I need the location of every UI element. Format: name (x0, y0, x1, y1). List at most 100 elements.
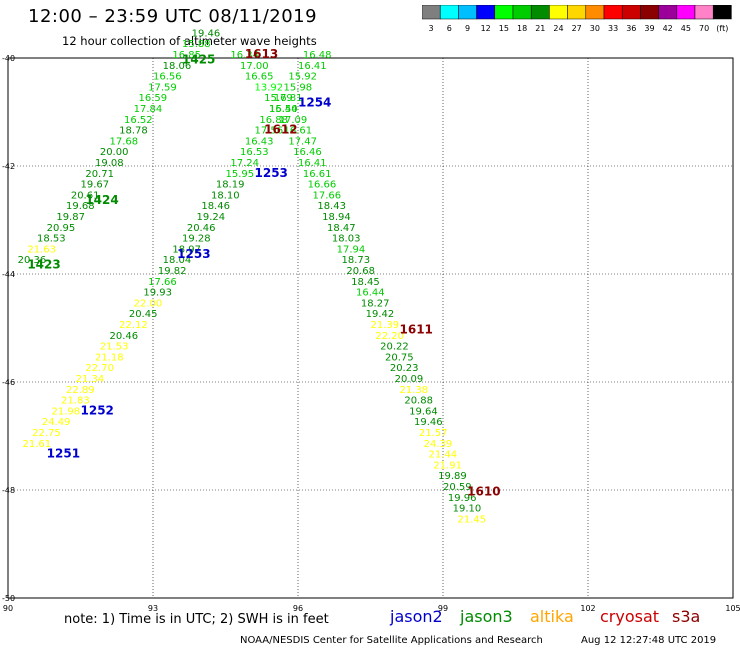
swh-value: 16.66 (308, 180, 337, 191)
swh-value: 21.91 (433, 460, 462, 471)
color-legend-label: 27 (572, 24, 582, 33)
pass-time-label: 1253 (177, 247, 210, 261)
lat-tick-label: -46 (2, 378, 15, 387)
swh-value: 19.68 (66, 201, 95, 212)
swh-value: 18.45 (351, 277, 380, 288)
swh-value: 21.98 (52, 406, 81, 417)
swh-value: 20.68 (346, 266, 375, 277)
legend-s3a: s3a (672, 607, 701, 626)
color-legend-label: 12 (481, 24, 491, 33)
pass-time-label: 1611 (400, 322, 433, 336)
swh-value: 16.61 (303, 169, 332, 180)
swh-value: 20.36 (18, 255, 47, 266)
color-legend-label: 45 (681, 24, 691, 33)
lat-tick-label: -50 (2, 594, 15, 603)
swh-value: 22.20 (375, 331, 404, 342)
swh-value: 21.83 (61, 396, 90, 407)
swh-value: 19.42 (366, 309, 395, 320)
swh-value: 19.96 (448, 493, 477, 504)
swh-value: 16.53 (240, 147, 269, 158)
pass-time-label: 1251 (47, 447, 80, 461)
lat-tick-label: -48 (2, 486, 15, 495)
swh-value: 17.68 (110, 136, 139, 147)
swh-value: 19.93 (143, 288, 172, 299)
swh-value: 18.47 (327, 223, 356, 234)
swh-value: 18.73 (342, 255, 371, 266)
swh-value: 20.46 (110, 331, 139, 342)
swh-value: 20.23 (390, 363, 419, 374)
swh-value: 17.56 (255, 126, 284, 137)
swh-value: 21.18 (95, 352, 124, 363)
swh-value: 16.46 (293, 147, 322, 158)
legend-jason3: jason3 (460, 607, 513, 626)
lon-tick-label: 99 (438, 604, 448, 613)
swh-value: 17.24 (230, 158, 259, 169)
swh-value: 21.34 (76, 374, 105, 385)
swh-value: 21.39 (371, 320, 400, 331)
swh-value: 20.00 (100, 147, 129, 158)
color-legend-label: 33 (608, 24, 618, 33)
swh-value: 15.95 (226, 169, 255, 180)
swh-value: 18.06 (163, 61, 192, 72)
swh-value: 18.46 (201, 201, 230, 212)
lat-tick-label: -42 (2, 162, 15, 171)
page-title: 12:00 – 23:59 UTC 08/11/2019 (28, 6, 318, 27)
swh-value: 21.57 (419, 428, 448, 439)
color-legend-label: 3 (429, 24, 434, 33)
swh-value: 22.12 (119, 320, 148, 331)
swh-value: 16.88 (259, 115, 288, 126)
swh-value: 20.22 (380, 342, 409, 353)
swh-value: 16.65 (245, 72, 274, 83)
swh-value: 19.24 (197, 212, 226, 223)
swh-value: 21.53 (100, 342, 129, 353)
swh-value: 19.89 (438, 471, 467, 482)
swh-value: 19.46 (192, 28, 221, 39)
swh-value: 21.45 (458, 514, 487, 525)
pass-time-label: 1424 (85, 193, 118, 207)
swh-value: 24.49 (42, 417, 71, 428)
swh-value: 16.48 (303, 50, 332, 61)
swh-value: 19.82 (158, 266, 187, 277)
swh-value: 21.38 (400, 385, 429, 396)
swh-value: 18.19 (216, 180, 245, 191)
swh-value: 20.46 (187, 223, 216, 234)
swh-value: 16.59 (139, 93, 168, 104)
swh-value: 20.71 (85, 169, 114, 180)
page-subtitle: 12 hour collection of altimeter wave hei… (62, 34, 317, 48)
pass-time-label: 1613 (245, 47, 278, 61)
swh-value: 17.66 (148, 277, 177, 288)
swh-value: 24.39 (424, 439, 453, 450)
swh-value: 20.45 (129, 309, 158, 320)
swh-value: 17.66 (313, 190, 342, 201)
pass-time-label: 1252 (81, 403, 114, 417)
color-legend-label: 36 (626, 24, 636, 33)
footnote: note: 1) Time is in UTC; 2) SWH is in fe… (64, 612, 329, 627)
color-legend-label: 39 (644, 24, 654, 33)
swh-value: 19.64 (409, 406, 438, 417)
swh-value: 22.00 (134, 298, 163, 309)
swh-value: 18.43 (317, 201, 346, 212)
swh-value: 17.94 (337, 244, 366, 255)
swh-value: 19.46 (414, 417, 443, 428)
swh-value: 16.44 (356, 288, 385, 299)
swh-value: 19.10 (453, 504, 482, 515)
color-legend-label: 24 (553, 24, 563, 33)
swh-value: 16.52 (124, 115, 153, 126)
color-legend-label: 42 (663, 24, 673, 33)
swh-value: 22.89 (66, 385, 95, 396)
swh-value: 13.92 (255, 82, 284, 93)
swh-value: 20.09 (395, 374, 424, 385)
swh-value: 19.08 (95, 158, 124, 169)
swh-value: 15.92 (288, 72, 317, 83)
color-legend-label: 18 (517, 24, 527, 33)
lat-tick-label: -44 (2, 270, 15, 279)
legend-altika: altika (530, 607, 574, 626)
swh-value: 20.75 (385, 352, 414, 363)
swh-value: 18.03 (332, 234, 361, 245)
swh-value: 19.28 (182, 234, 211, 245)
swh-value: 18.78 (119, 126, 148, 137)
lon-tick-label: 102 (580, 604, 595, 613)
pass-time-label: 1612 (264, 123, 297, 137)
swh-value: 16.56 (153, 72, 182, 83)
swh-value: 15.98 (284, 82, 313, 93)
